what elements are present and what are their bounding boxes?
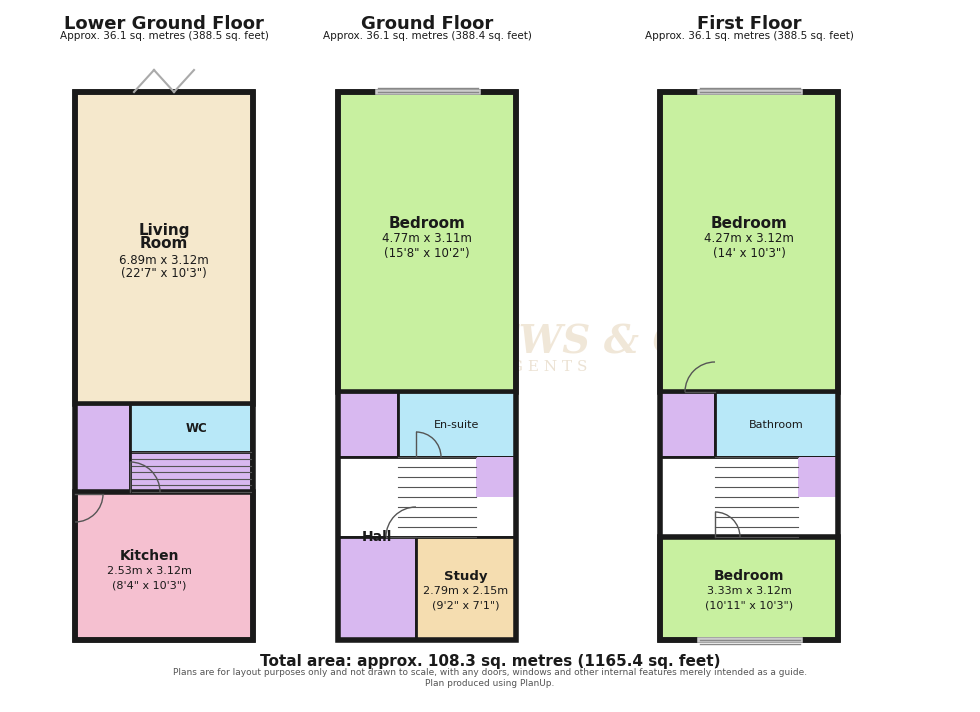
Bar [715,392,838,457]
Text: Ground Floor: Ground Floor [361,15,493,33]
Text: Lower Ground Floor: Lower Ground Floor [64,15,264,33]
Text: Bathroom: Bathroom [749,419,804,429]
Text: (10'11" x 10'3"): (10'11" x 10'3") [705,600,793,610]
Text: Total area: approx. 108.3 sq. metres (1165.4 sq. feet): Total area: approx. 108.3 sq. metres (11… [260,654,720,669]
Bar [338,537,416,640]
Bar [660,92,838,640]
Text: Kitchen: Kitchen [120,549,178,563]
Text: 3.33m x 3.12m: 3.33m x 3.12m [707,587,792,597]
Text: Bedroom: Bedroom [713,570,784,584]
Text: Hall: Hall [362,530,392,544]
Text: Room: Room [140,236,188,251]
Text: Plans are for layout purposes only and not drawn to scale, with any doors, windo: Plans are for layout purposes only and n… [172,668,808,677]
Text: 4.77m x 3.11m: 4.77m x 3.11m [382,233,472,246]
Text: 2.79m x 2.15m: 2.79m x 2.15m [423,587,509,597]
Bar [75,492,253,640]
Bar [75,404,130,492]
Text: 2.53m x 3.12m: 2.53m x 3.12m [107,566,191,576]
Text: Bedroom: Bedroom [388,216,466,231]
Text: (9'2" x 7'1"): (9'2" x 7'1") [432,600,500,610]
Text: Approx. 36.1 sq. metres (388.5 sq. feet): Approx. 36.1 sq. metres (388.5 sq. feet) [60,31,269,41]
Bar [660,457,838,537]
Text: (8'4" x 10'3"): (8'4" x 10'3") [112,580,186,590]
Bar [75,92,253,640]
Bar [798,457,838,497]
Text: WC: WC [185,422,208,435]
Bar [660,537,838,640]
Text: (22'7" x 10'3"): (22'7" x 10'3") [122,268,207,281]
Text: Living: Living [138,222,190,238]
Text: EWS & Co: EWS & Co [490,323,710,361]
Bar [338,457,516,537]
Bar [660,92,838,392]
Text: (15'8" x 10'2"): (15'8" x 10'2") [384,246,469,259]
Bar [338,92,516,392]
Text: (14' x 10'3"): (14' x 10'3") [712,246,785,259]
Text: 6.89m x 3.12m: 6.89m x 3.12m [120,253,209,266]
Bar [416,537,516,640]
Text: 4.27m x 3.12m: 4.27m x 3.12m [704,233,794,246]
Bar [660,392,715,457]
Text: Bedroom: Bedroom [710,216,788,231]
Text: ANDR: ANDR [359,323,490,361]
Bar [130,452,251,492]
Bar [398,392,516,457]
Bar [476,457,516,497]
Text: Approx. 36.1 sq. metres (388.5 sq. feet): Approx. 36.1 sq. metres (388.5 sq. feet) [645,31,854,41]
Text: Plan produced using PlanUp.: Plan produced using PlanUp. [425,679,555,688]
Bar [338,392,398,457]
Text: First Floor: First Floor [697,15,802,33]
Text: Approx. 36.1 sq. metres (388.4 sq. feet): Approx. 36.1 sq. metres (388.4 sq. feet) [322,31,531,41]
Bar [75,92,253,404]
Bar [338,92,516,640]
Text: E S T A T E   A G E N T S: E S T A T E A G E N T S [392,360,588,374]
Text: Study: Study [444,570,488,583]
Text: En-suite: En-suite [434,419,479,429]
Bar [130,404,251,452]
